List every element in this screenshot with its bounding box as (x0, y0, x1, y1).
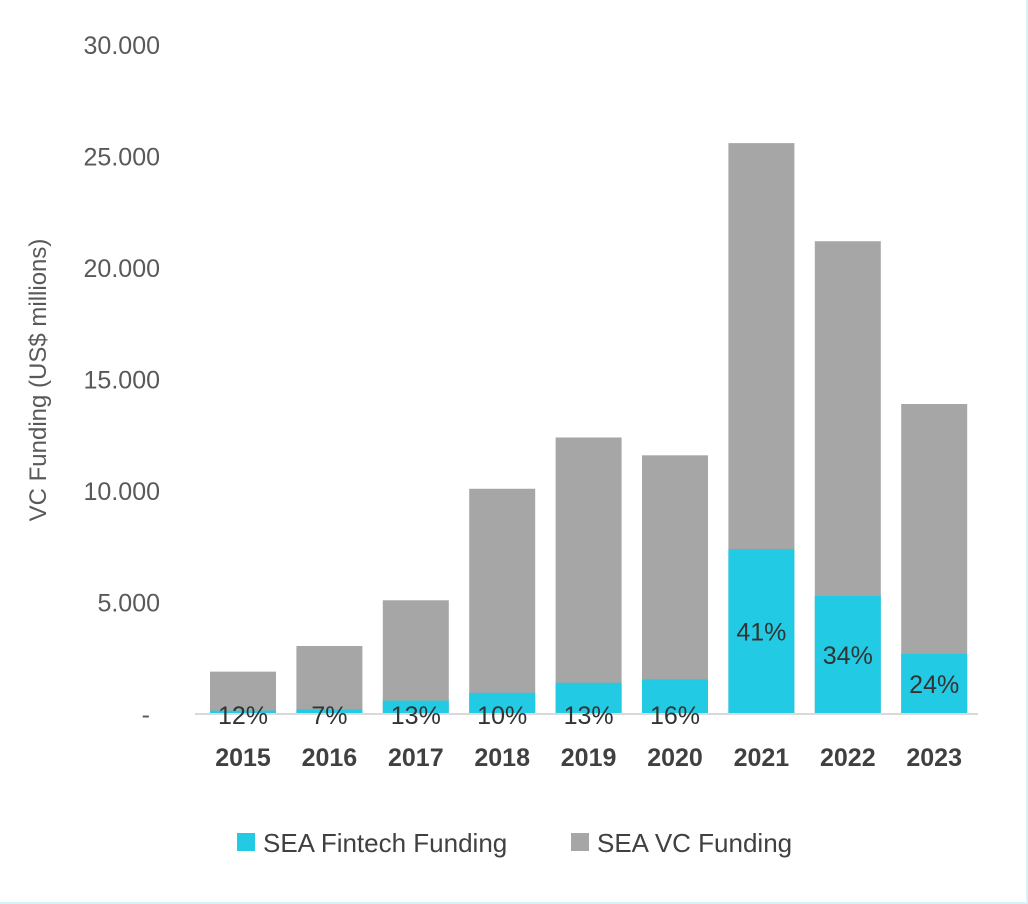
bar-sea-fintech-funding-2017 (382, 700, 449, 714)
x-tick-label: 2023 (906, 744, 962, 772)
x-tick-label: 2018 (474, 744, 530, 772)
bar-sea-vc-funding-2020 (642, 455, 708, 714)
data-label-2022: 34% (823, 642, 873, 670)
y-tick-label: 25.000 (84, 144, 160, 172)
bar-sea-fintech-funding-2023 (901, 653, 968, 714)
bar-sea-vc-funding-2018 (469, 488, 536, 714)
legend: SEA Fintech Funding SEA VC Funding (237, 828, 792, 858)
legend-swatch-fintech (237, 833, 255, 851)
y-tick-label: 15.000 (84, 367, 160, 395)
x-tick-label: 2020 (647, 744, 703, 772)
bar-sea-fintech-funding-2020 (642, 679, 708, 714)
y-axis-label: VC Funding (US$ millions) (25, 239, 52, 522)
bar-sea-fintech-funding-2019 (555, 682, 622, 714)
x-tick-label: 2022 (820, 744, 876, 772)
x-tick-label: 2019 (561, 744, 617, 772)
y-tick-label: 10.000 (84, 478, 160, 506)
bar-sea-vc-funding-2016 (296, 645, 363, 714)
data-label-2017: 13% (391, 702, 441, 730)
data-label-2019: 13% (564, 702, 614, 730)
y-tick-label: - (142, 701, 150, 729)
legend-label-fintech: SEA Fintech Funding (263, 828, 507, 858)
bar-sea-fintech-funding-2015 (210, 710, 276, 714)
x-tick-label: 2017 (388, 744, 444, 772)
bar-sea-vc-funding-2015 (210, 671, 276, 714)
data-label-2020: 16% (650, 702, 700, 730)
bar-sea-fintech-funding-2021 (728, 548, 795, 714)
bar-sea-vc-funding-2019 (555, 437, 622, 714)
bar-sea-fintech-funding-2018 (469, 692, 536, 714)
y-tick-label: 30.000 (84, 32, 160, 60)
x-tick-label: 2016 (302, 744, 358, 772)
bar-sea-fintech-funding-2016 (296, 709, 363, 714)
data-label-2021: 41% (736, 618, 786, 646)
data-label-2016: 7% (311, 702, 347, 730)
data-label-2023: 24% (909, 671, 959, 699)
data-label-2018: 10% (477, 702, 527, 730)
data-label-2015: 12% (218, 702, 268, 730)
x-tick-label: 2021 (734, 744, 790, 772)
bar-sea-vc-funding-2017 (382, 600, 449, 714)
legend-label-vc: SEA VC Funding (597, 828, 792, 858)
y-tick-label: 5.000 (97, 590, 160, 618)
x-tick-label: 2015 (215, 744, 271, 772)
legend-swatch-vc (571, 833, 589, 851)
y-tick-label: 20.000 (84, 255, 160, 283)
bar-sea-fintech-funding-2022 (814, 595, 881, 714)
